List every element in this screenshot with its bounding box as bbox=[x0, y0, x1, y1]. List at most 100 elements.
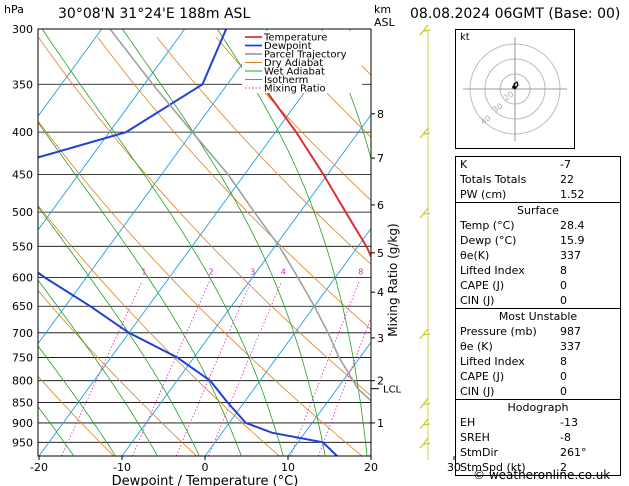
mixing-ratio-label: 15 bbox=[431, 268, 441, 277]
hpa-label: hPa bbox=[4, 3, 24, 16]
wind-barb bbox=[419, 207, 431, 219]
x-tick-label: -20 bbox=[30, 461, 48, 474]
mixing-ratio-line bbox=[208, 281, 282, 456]
legend-entry: Isotherm bbox=[264, 75, 308, 86]
surface-row: Temp (°C) 28.4 bbox=[456, 218, 620, 233]
km-tick-label: 5 bbox=[377, 247, 384, 260]
pressure-tick-label: 850 bbox=[12, 396, 33, 409]
pw-row: PW (cm) 1.52 bbox=[460, 188, 585, 201]
surface-title: Surface bbox=[517, 204, 559, 217]
surface-label: Temp (°C) bbox=[460, 219, 515, 232]
hodo-label: StmDir bbox=[460, 446, 499, 459]
surface-row: CIN (J) 0 bbox=[456, 293, 620, 308]
pressure-tick-label: 350 bbox=[12, 78, 33, 91]
hodo-value: 2 bbox=[560, 461, 567, 474]
mixing-ratio-line bbox=[132, 281, 210, 456]
mu-row: CIN (J) 0 bbox=[456, 384, 620, 399]
mu-value: 987 bbox=[560, 325, 581, 338]
hodograph: kt 20 30 40 bbox=[455, 29, 575, 149]
mixing-ratio-label: 8 bbox=[358, 268, 363, 277]
x-tick-label: -10 bbox=[113, 461, 131, 474]
legend-entry: Mixing Ratio bbox=[264, 84, 326, 95]
isotherm-line bbox=[38, 29, 186, 231]
mu-row: θe (K) 337 bbox=[456, 339, 620, 354]
dry-adiabat-line bbox=[38, 204, 280, 456]
wet-adiabat-line bbox=[421, 29, 451, 455]
surface-label: θe(K) bbox=[460, 249, 490, 262]
pressure-tick-label: 900 bbox=[12, 417, 33, 430]
temperature-line bbox=[264, 88, 371, 259]
mixing-ratio-label: 1 bbox=[141, 268, 146, 277]
hodograph-title: Hodograph bbox=[507, 401, 569, 414]
mu-value: 0 bbox=[560, 385, 567, 398]
km-tick-label: 7 bbox=[377, 152, 384, 165]
hodo-label: StmSpd (kt) bbox=[460, 461, 526, 474]
mu-value: 8 bbox=[560, 355, 567, 368]
wet-adiabat-line bbox=[38, 206, 200, 456]
wet-adiabat-line bbox=[41, 29, 284, 456]
km-tick-label: 1 bbox=[377, 417, 384, 430]
legend-entry: Temperature bbox=[263, 33, 327, 44]
dewpoint-line bbox=[38, 29, 338, 456]
pressure-tick-label: 800 bbox=[12, 375, 33, 388]
x-tick-label: 20 bbox=[364, 461, 378, 474]
dry-adiabat-line bbox=[38, 37, 371, 397]
wind-barb bbox=[419, 437, 431, 449]
dry-adiabat-line bbox=[215, 37, 371, 201]
surface-label: CAPE (J) bbox=[460, 279, 505, 292]
surface-value: 0 bbox=[560, 279, 567, 292]
pressure-tick-label: 450 bbox=[12, 168, 33, 181]
hodo-value: -13 bbox=[560, 416, 578, 429]
surface-label: Lifted Index bbox=[460, 264, 525, 277]
legend-entry: Parcel Trajectory bbox=[264, 50, 347, 61]
km-tick-label: 4 bbox=[377, 286, 384, 299]
surface-value: 8 bbox=[560, 264, 567, 277]
surface-value: 28.4 bbox=[560, 219, 585, 232]
km-label: km bbox=[374, 3, 392, 16]
surface-value: 15.9 bbox=[560, 234, 585, 247]
surface-label: Dewp (°C) bbox=[460, 234, 517, 247]
location-title: 30°08'N 31°24'E 188m ASL bbox=[58, 6, 251, 22]
pressure-tick-label: 750 bbox=[12, 352, 33, 365]
hodo-kt-label: kt bbox=[460, 32, 470, 43]
mixing-ratio-line bbox=[175, 281, 252, 456]
dry-adiabat-line bbox=[156, 37, 371, 265]
x-axis-title: Dewpoint / Temperature (°C) bbox=[112, 474, 299, 486]
mu-row: Pressure (mb) 987 bbox=[456, 324, 620, 339]
mixing-ratio-axis-title: Mixing Ratio (g/kg) bbox=[386, 223, 400, 336]
wind-barb bbox=[419, 418, 431, 430]
mixing-ratio-line bbox=[317, 317, 371, 456]
surface-section: Surface Temp (°C) 28.4 Dewp (°C) 15.9 θe(K) 3… bbox=[456, 202, 620, 308]
tt-row: Totals Totals 22 bbox=[460, 173, 574, 186]
wet-adiabat-line bbox=[122, 29, 326, 456]
surface-value: 337 bbox=[560, 249, 581, 262]
parcel-trajectory-line bbox=[109, 29, 371, 402]
hodograph-section: Hodograph EH -13 SREH -8 StmDir 261° StmSpd (k… bbox=[456, 399, 620, 475]
x-tick-label: 10 bbox=[281, 461, 295, 474]
most-unstable-title: Most Unstable bbox=[498, 310, 578, 323]
wind-barb bbox=[419, 328, 431, 340]
mixing-ratio-label: 4 bbox=[281, 268, 286, 277]
legend-entry: Dewpoint bbox=[264, 41, 312, 52]
hodo-row: SREH -8 bbox=[456, 430, 620, 445]
mu-row: Lifted Index 8 bbox=[456, 354, 620, 369]
hodo-value: -8 bbox=[560, 431, 571, 444]
pressure-tick-label: 300 bbox=[12, 23, 33, 36]
mixing-ratio-label: 3 bbox=[250, 268, 255, 277]
km-tick-label: 8 bbox=[377, 108, 384, 121]
wet-adiabat-line bbox=[38, 279, 158, 456]
surface-row: Lifted Index 8 bbox=[456, 263, 620, 278]
km-tick-label: 2 bbox=[377, 375, 384, 388]
pressure-tick-label: 400 bbox=[12, 126, 33, 139]
surface-row: θe(K) 337 bbox=[456, 248, 620, 263]
wet-adiabat-line bbox=[38, 121, 242, 456]
km-tick-label: 3 bbox=[377, 332, 384, 345]
mu-label: θe (K) bbox=[460, 340, 493, 353]
surface-row: Dewp (°C) 15.9 bbox=[456, 233, 620, 248]
x-tick-label: 0 bbox=[202, 461, 209, 474]
surface-label: CIN (J) bbox=[460, 294, 495, 307]
wet-adiabat-line bbox=[38, 345, 116, 456]
km-asl-label: km ASL bbox=[374, 3, 395, 29]
km-tick-label: 6 bbox=[377, 199, 384, 212]
